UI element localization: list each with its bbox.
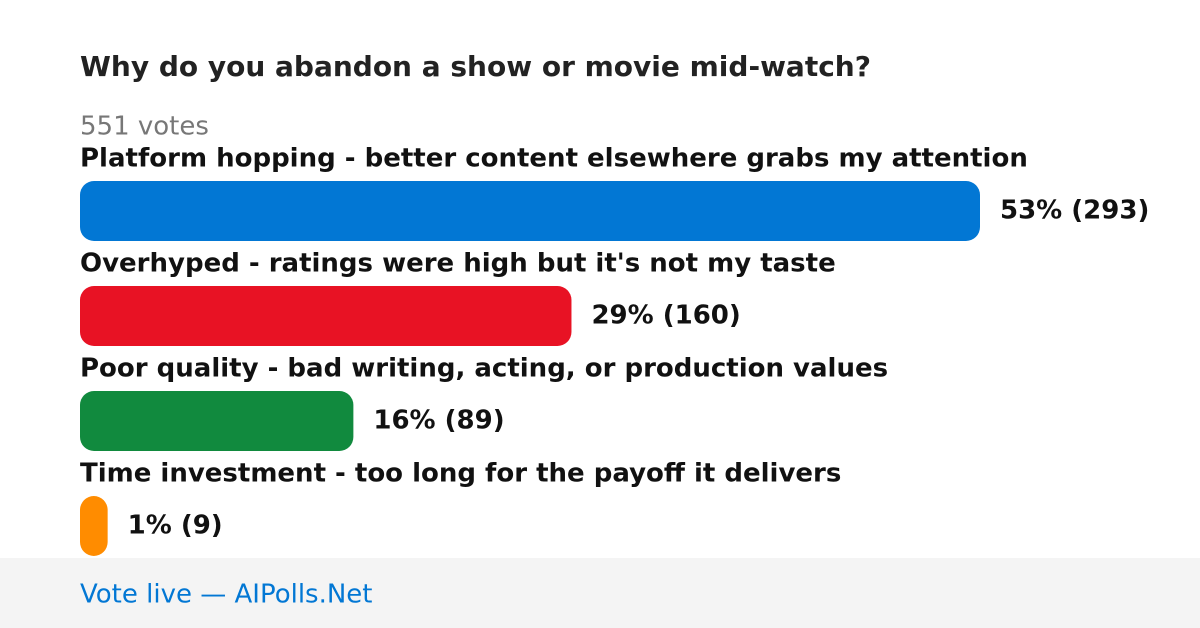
value-label: 29% (160) (591, 301, 740, 331)
bar (80, 391, 354, 451)
bar (80, 496, 108, 556)
bar (80, 286, 572, 346)
vote-count: 551 votes (80, 112, 209, 142)
chart-title: Why do you abandon a show or movie mid-w… (80, 50, 871, 83)
option-label: Poor quality - bad writing, acting, or p… (80, 354, 888, 384)
bar (80, 181, 980, 241)
option-label: Platform hopping - better content elsewh… (80, 144, 1028, 174)
footer-link[interactable]: Vote live — AIPolls.Net (80, 580, 373, 610)
value-label: 16% (89) (373, 406, 504, 436)
value-label: 1% (9) (128, 511, 223, 541)
footer-band (0, 558, 1200, 628)
option-label: Time investment - too long for the payof… (80, 459, 841, 489)
value-label: 53% (293) (1000, 196, 1149, 226)
option-label: Overhyped - ratings were high but it's n… (80, 249, 836, 279)
